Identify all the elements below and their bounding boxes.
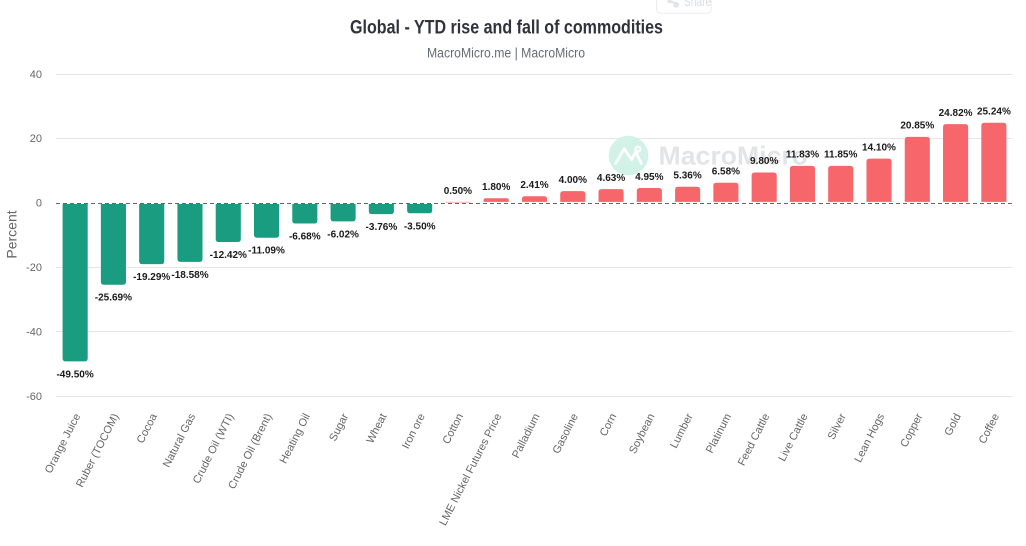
svg-text:14.10%: 14.10% [862,142,896,153]
svg-text:20.85%: 20.85% [900,121,934,132]
svg-text:11.83%: 11.83% [786,150,819,161]
svg-text:MacroMicro.me | MacroMicro: MacroMicro.me | MacroMicro [427,46,585,61]
svg-text:11.85%: 11.85% [824,150,857,161]
svg-text:-60: -60 [26,391,42,403]
svg-text:-12.42%: -12.42% [210,250,247,261]
svg-text:2.41%: 2.41% [520,180,548,191]
svg-text:MacroMicro: MacroMicro [659,140,809,170]
svg-text:4.95%: 4.95% [635,172,663,183]
svg-text:9.80%: 9.80% [750,156,778,167]
svg-text:-25.69%: -25.69% [95,293,132,304]
svg-text:-19.29%: -19.29% [133,272,170,283]
svg-text:-6.02%: -6.02% [327,229,359,240]
svg-text:4.00%: 4.00% [559,175,587,186]
svg-text:-49.50%: -49.50% [56,369,93,380]
svg-text:-11.09%: -11.09% [248,246,285,257]
svg-text:-18.58%: -18.58% [171,270,208,281]
svg-text:-6.68%: -6.68% [289,232,321,243]
svg-text:Share: Share [684,0,711,9]
svg-text:40: 40 [30,69,42,81]
svg-text:24.82%: 24.82% [939,108,973,119]
svg-text:-20: -20 [26,262,42,274]
svg-text:Percent: Percent [4,210,20,258]
svg-text:Global - YTD rise and fall of: Global - YTD rise and fall of commoditie… [350,18,663,39]
svg-text:0: 0 [36,198,42,210]
svg-text:-3.76%: -3.76% [366,222,398,233]
svg-text:1.80%: 1.80% [482,182,510,193]
svg-text:20: 20 [30,133,42,145]
svg-text:5.36%: 5.36% [673,171,701,182]
svg-text:-40: -40 [26,326,42,338]
svg-text:6.58%: 6.58% [712,167,740,178]
svg-text:25.24%: 25.24% [977,107,1011,118]
svg-text:4.63%: 4.63% [597,173,625,184]
svg-text:-3.50%: -3.50% [404,221,436,232]
svg-text:0.50%: 0.50% [444,186,472,197]
